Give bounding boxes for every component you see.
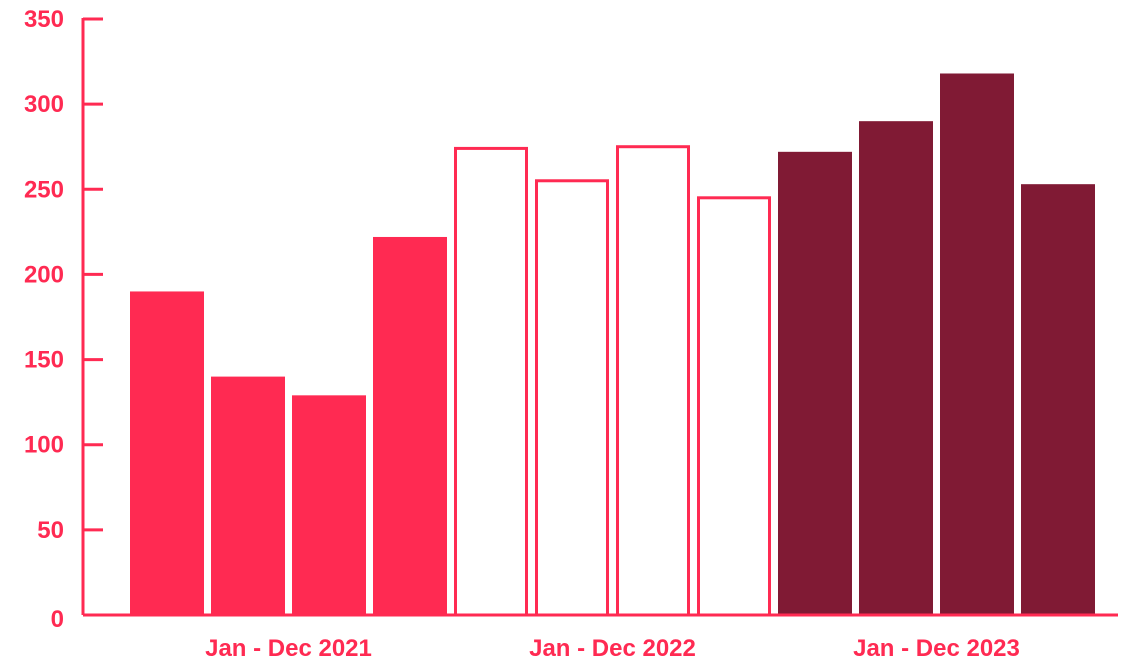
bar	[211, 376, 285, 615]
bar	[1021, 184, 1095, 616]
y-tick-label: 150	[24, 347, 64, 374]
bar	[859, 121, 933, 616]
y-tick-label: 100	[24, 432, 64, 459]
y-tick-label: 250	[24, 176, 64, 203]
bar	[373, 236, 447, 616]
y-tick-label: 50	[37, 517, 64, 544]
x-category-label: Jan - Dec 2021	[205, 635, 372, 662]
bar	[292, 395, 366, 615]
y-axis-ticks: 0 50 100 150 200 250 300 350	[24, 6, 103, 633]
bar	[130, 291, 204, 615]
bar	[454, 146, 528, 617]
bars	[130, 73, 1095, 617]
x-axis-labels: Jan - Dec 2021 Jan - Dec 2022 Jan - Dec 20…	[205, 635, 1020, 662]
bar	[778, 151, 852, 615]
y-tick-label: 350	[24, 6, 64, 33]
bar	[616, 145, 690, 617]
bar	[535, 179, 609, 617]
y-tick-label: 300	[24, 91, 64, 118]
y-tick-label: 200	[24, 261, 64, 288]
bar	[697, 196, 771, 617]
x-category-label: Jan - Dec 2022	[529, 635, 696, 662]
x-category-label: Jan - Dec 2023	[853, 635, 1020, 662]
y-tick-label: 0	[51, 606, 64, 633]
bar	[940, 73, 1014, 615]
